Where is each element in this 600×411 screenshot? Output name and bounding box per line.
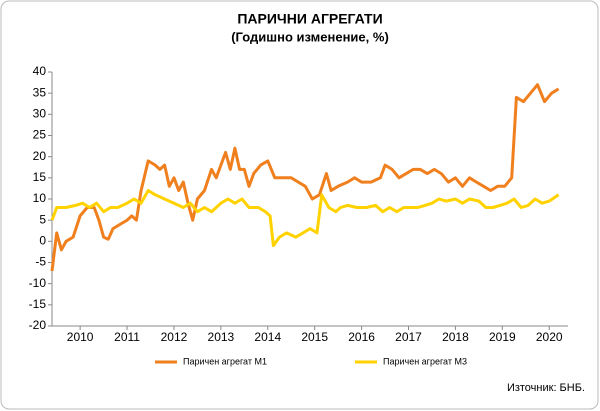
y-tick-label: 25 <box>33 128 47 142</box>
series-line <box>50 189 560 248</box>
y-tick-label: 10 <box>33 191 47 205</box>
source: Източник: БНБ. <box>507 382 585 394</box>
y-tick-label: 40 <box>33 64 47 78</box>
y-tick-label: 5 <box>39 212 46 226</box>
chart-subtitle: (Годишно изменение, %) <box>231 29 389 44</box>
x-tick-label: 2018 <box>442 330 469 344</box>
x-tick-label: 2010 <box>67 330 94 344</box>
legend-label: Паричен агрегат М3 <box>383 356 467 366</box>
y-tick-label: 15 <box>33 170 47 184</box>
series-line <box>50 83 560 272</box>
y-tick-label: -15 <box>29 297 47 311</box>
x-tick-label: 2012 <box>161 330 188 344</box>
chart-title: ПАРИЧНИ АГРЕГАТИ <box>237 11 382 27</box>
legend-label: Паричен агрегат М1 <box>183 356 267 366</box>
x-tick-label: 2011 <box>114 330 140 344</box>
x-tick-label: 2019 <box>489 330 516 344</box>
x-tick-label: 2015 <box>301 330 328 344</box>
y-tick-label: -20 <box>29 318 47 332</box>
y-tick-label: 0 <box>39 234 46 248</box>
x-tick-label: 2014 <box>254 330 281 344</box>
x-tick-label: 2017 <box>395 330 422 344</box>
y-tick-label: -10 <box>29 276 47 290</box>
x-tick-label: 2020 <box>536 330 563 344</box>
y-tick-label: -5 <box>35 255 46 269</box>
y-tick-label: 30 <box>33 107 47 121</box>
y-tick-label: 35 <box>33 85 47 99</box>
x-tick-label: 2013 <box>208 330 235 344</box>
y-tick-label: 20 <box>33 149 47 163</box>
x-tick-label: 2016 <box>348 330 375 344</box>
